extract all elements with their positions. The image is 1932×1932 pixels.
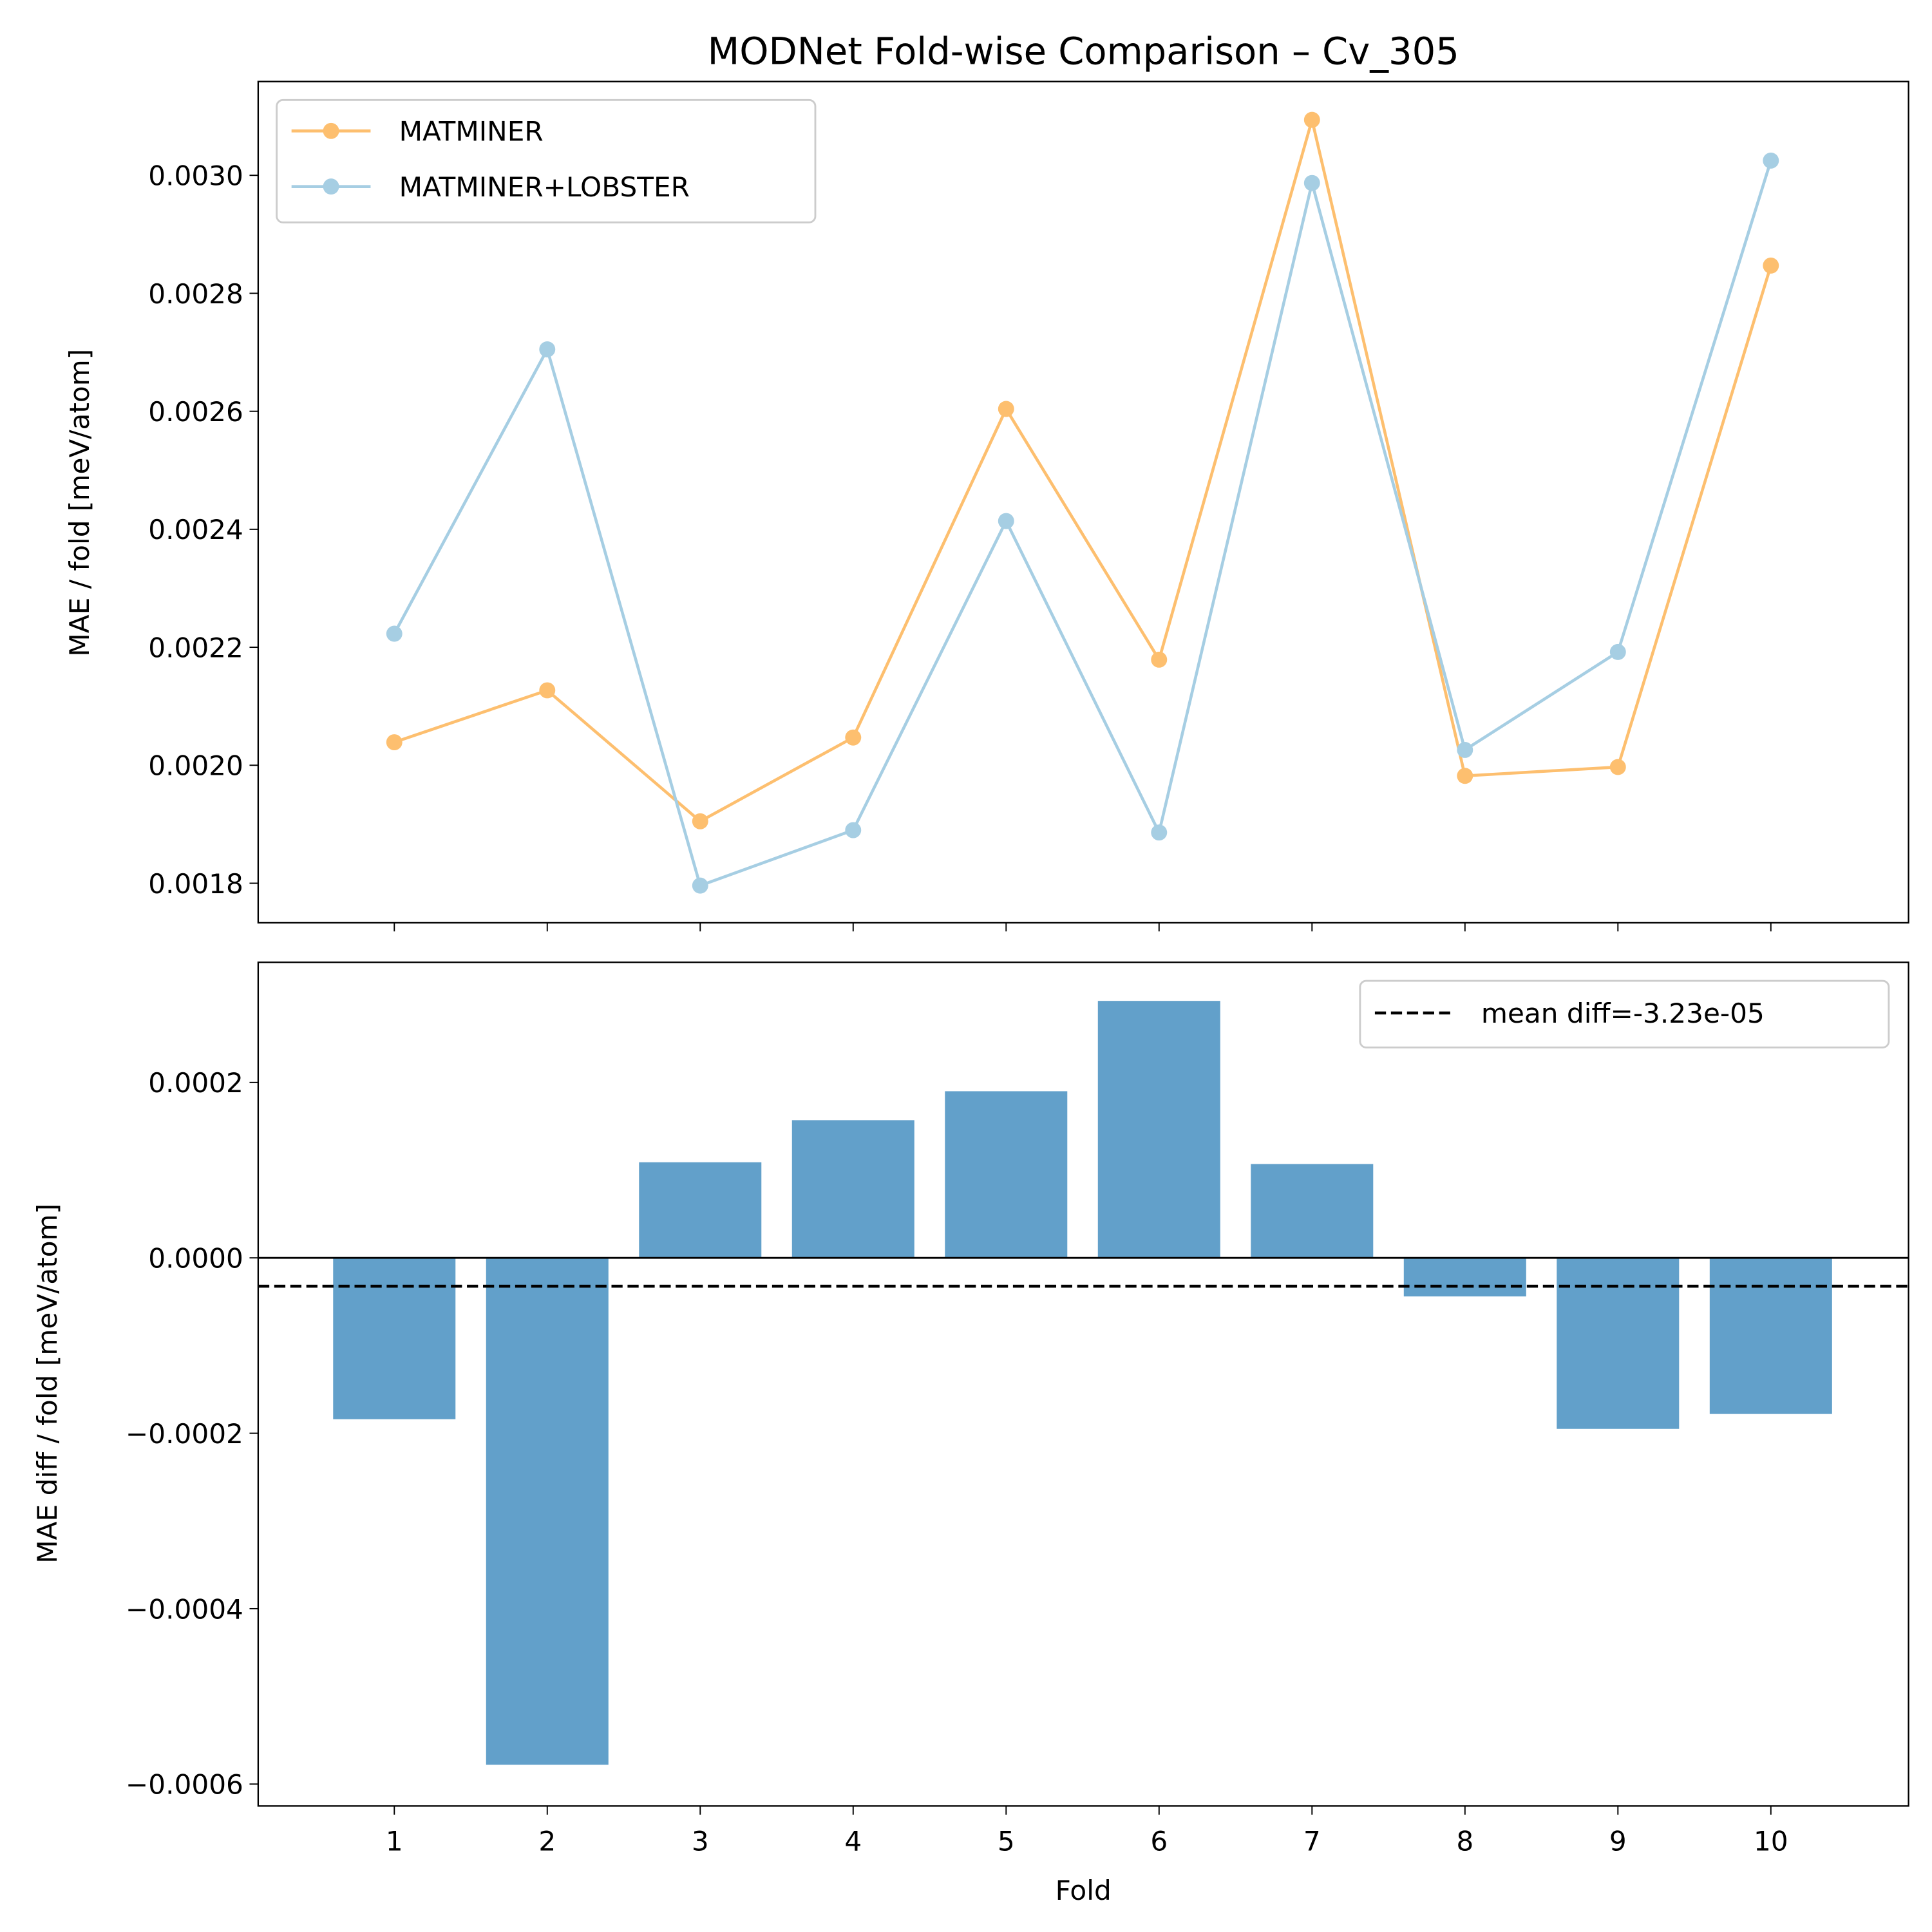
- legend-label: MATMINER+LOBSTER: [399, 171, 690, 203]
- x-tick-label: 4: [844, 1825, 862, 1857]
- legend-box: [276, 99, 817, 223]
- series-line-1: [393, 160, 1772, 888]
- data-point: [539, 341, 556, 357]
- legend-marker: [323, 122, 339, 139]
- data-point: [845, 729, 862, 746]
- y-tick-label: 0.0020: [148, 750, 243, 782]
- x-tick-label: 8: [1456, 1825, 1473, 1857]
- data-point: [1303, 111, 1320, 128]
- data-point: [692, 813, 708, 829]
- data-point: [845, 822, 862, 838]
- bar: [333, 1258, 456, 1419]
- bar: [1097, 1001, 1220, 1258]
- axes-frame: [257, 961, 1909, 1807]
- bottom-axes: −0.0006 −0.0004 −0.0002 0.0000 0.0002 1 2 3 4 5 6 7…: [126, 961, 1909, 1857]
- y-tick-label: 0.0000: [148, 1243, 243, 1274]
- data-point: [386, 734, 402, 751]
- x-tick-label: 6: [1150, 1825, 1168, 1857]
- y-tick-label: −0.0006: [126, 1769, 243, 1801]
- y-tick-label: 0.0022: [148, 632, 243, 663]
- y-tick-label: −0.0004: [126, 1593, 243, 1625]
- x-tick-label: 10: [1754, 1825, 1788, 1857]
- bar: [1251, 1164, 1374, 1258]
- top-axes: 0.0018 0.0020 0.0022 0.0024 0.0026 0.0028 0.00…: [148, 80, 1909, 932]
- x-tick-label: 1: [386, 1825, 403, 1857]
- x-tick-label: 7: [1303, 1825, 1321, 1857]
- y-tick-label: 0.0024: [148, 514, 243, 545]
- bar: [486, 1258, 609, 1765]
- bar: [945, 1091, 1068, 1258]
- y-tick-label: 0.0030: [148, 160, 243, 192]
- x-tick-label: 2: [538, 1825, 556, 1857]
- data-point: [1763, 257, 1779, 274]
- x-tick-label: 3: [692, 1825, 709, 1857]
- data-point: [1457, 741, 1473, 758]
- y-tick-label: 0.0018: [148, 868, 243, 900]
- data-point: [1609, 759, 1626, 775]
- data-point: [998, 401, 1014, 417]
- x-axis-label: Fold: [1056, 1875, 1112, 1906]
- x-tick-label: 9: [1609, 1825, 1627, 1857]
- y-tick-label: 0.0026: [148, 396, 243, 428]
- bar: [791, 1120, 914, 1258]
- data-point: [692, 877, 708, 894]
- data-point: [1303, 175, 1320, 191]
- y-tick-label: −0.0002: [126, 1418, 243, 1450]
- chart-title: MODNet Fold-wise Comparison – Cv_305: [708, 30, 1459, 73]
- data-point: [1763, 152, 1779, 169]
- legend-label: mean diff=-3.23e-05: [1481, 998, 1765, 1029]
- legend-box: [1359, 980, 1890, 1049]
- bar: [639, 1162, 762, 1258]
- legend-marker: [323, 178, 339, 195]
- data-point: [1151, 651, 1168, 668]
- top-ylabel: MAE / fold [meV/atom]: [64, 349, 95, 657]
- legend-label: MATMINER: [399, 116, 544, 147]
- axes-frame: [257, 80, 1909, 924]
- y-tick-label: 0.0002: [148, 1067, 243, 1099]
- data-point: [1151, 824, 1168, 841]
- data-point: [998, 513, 1014, 529]
- bar: [1557, 1258, 1680, 1429]
- bar: [1403, 1258, 1526, 1297]
- bottom-ylabel: MAE diff / fold [meV/atom]: [32, 1204, 63, 1564]
- y-tick-label: 0.0028: [148, 278, 243, 310]
- series-line-0: [393, 119, 1773, 824]
- data-point: [539, 682, 556, 699]
- bar: [1709, 1258, 1832, 1414]
- x-tick-label: 5: [998, 1825, 1015, 1857]
- data-point: [1609, 643, 1626, 660]
- data-point: [386, 625, 402, 642]
- data-point: [1457, 768, 1473, 784]
